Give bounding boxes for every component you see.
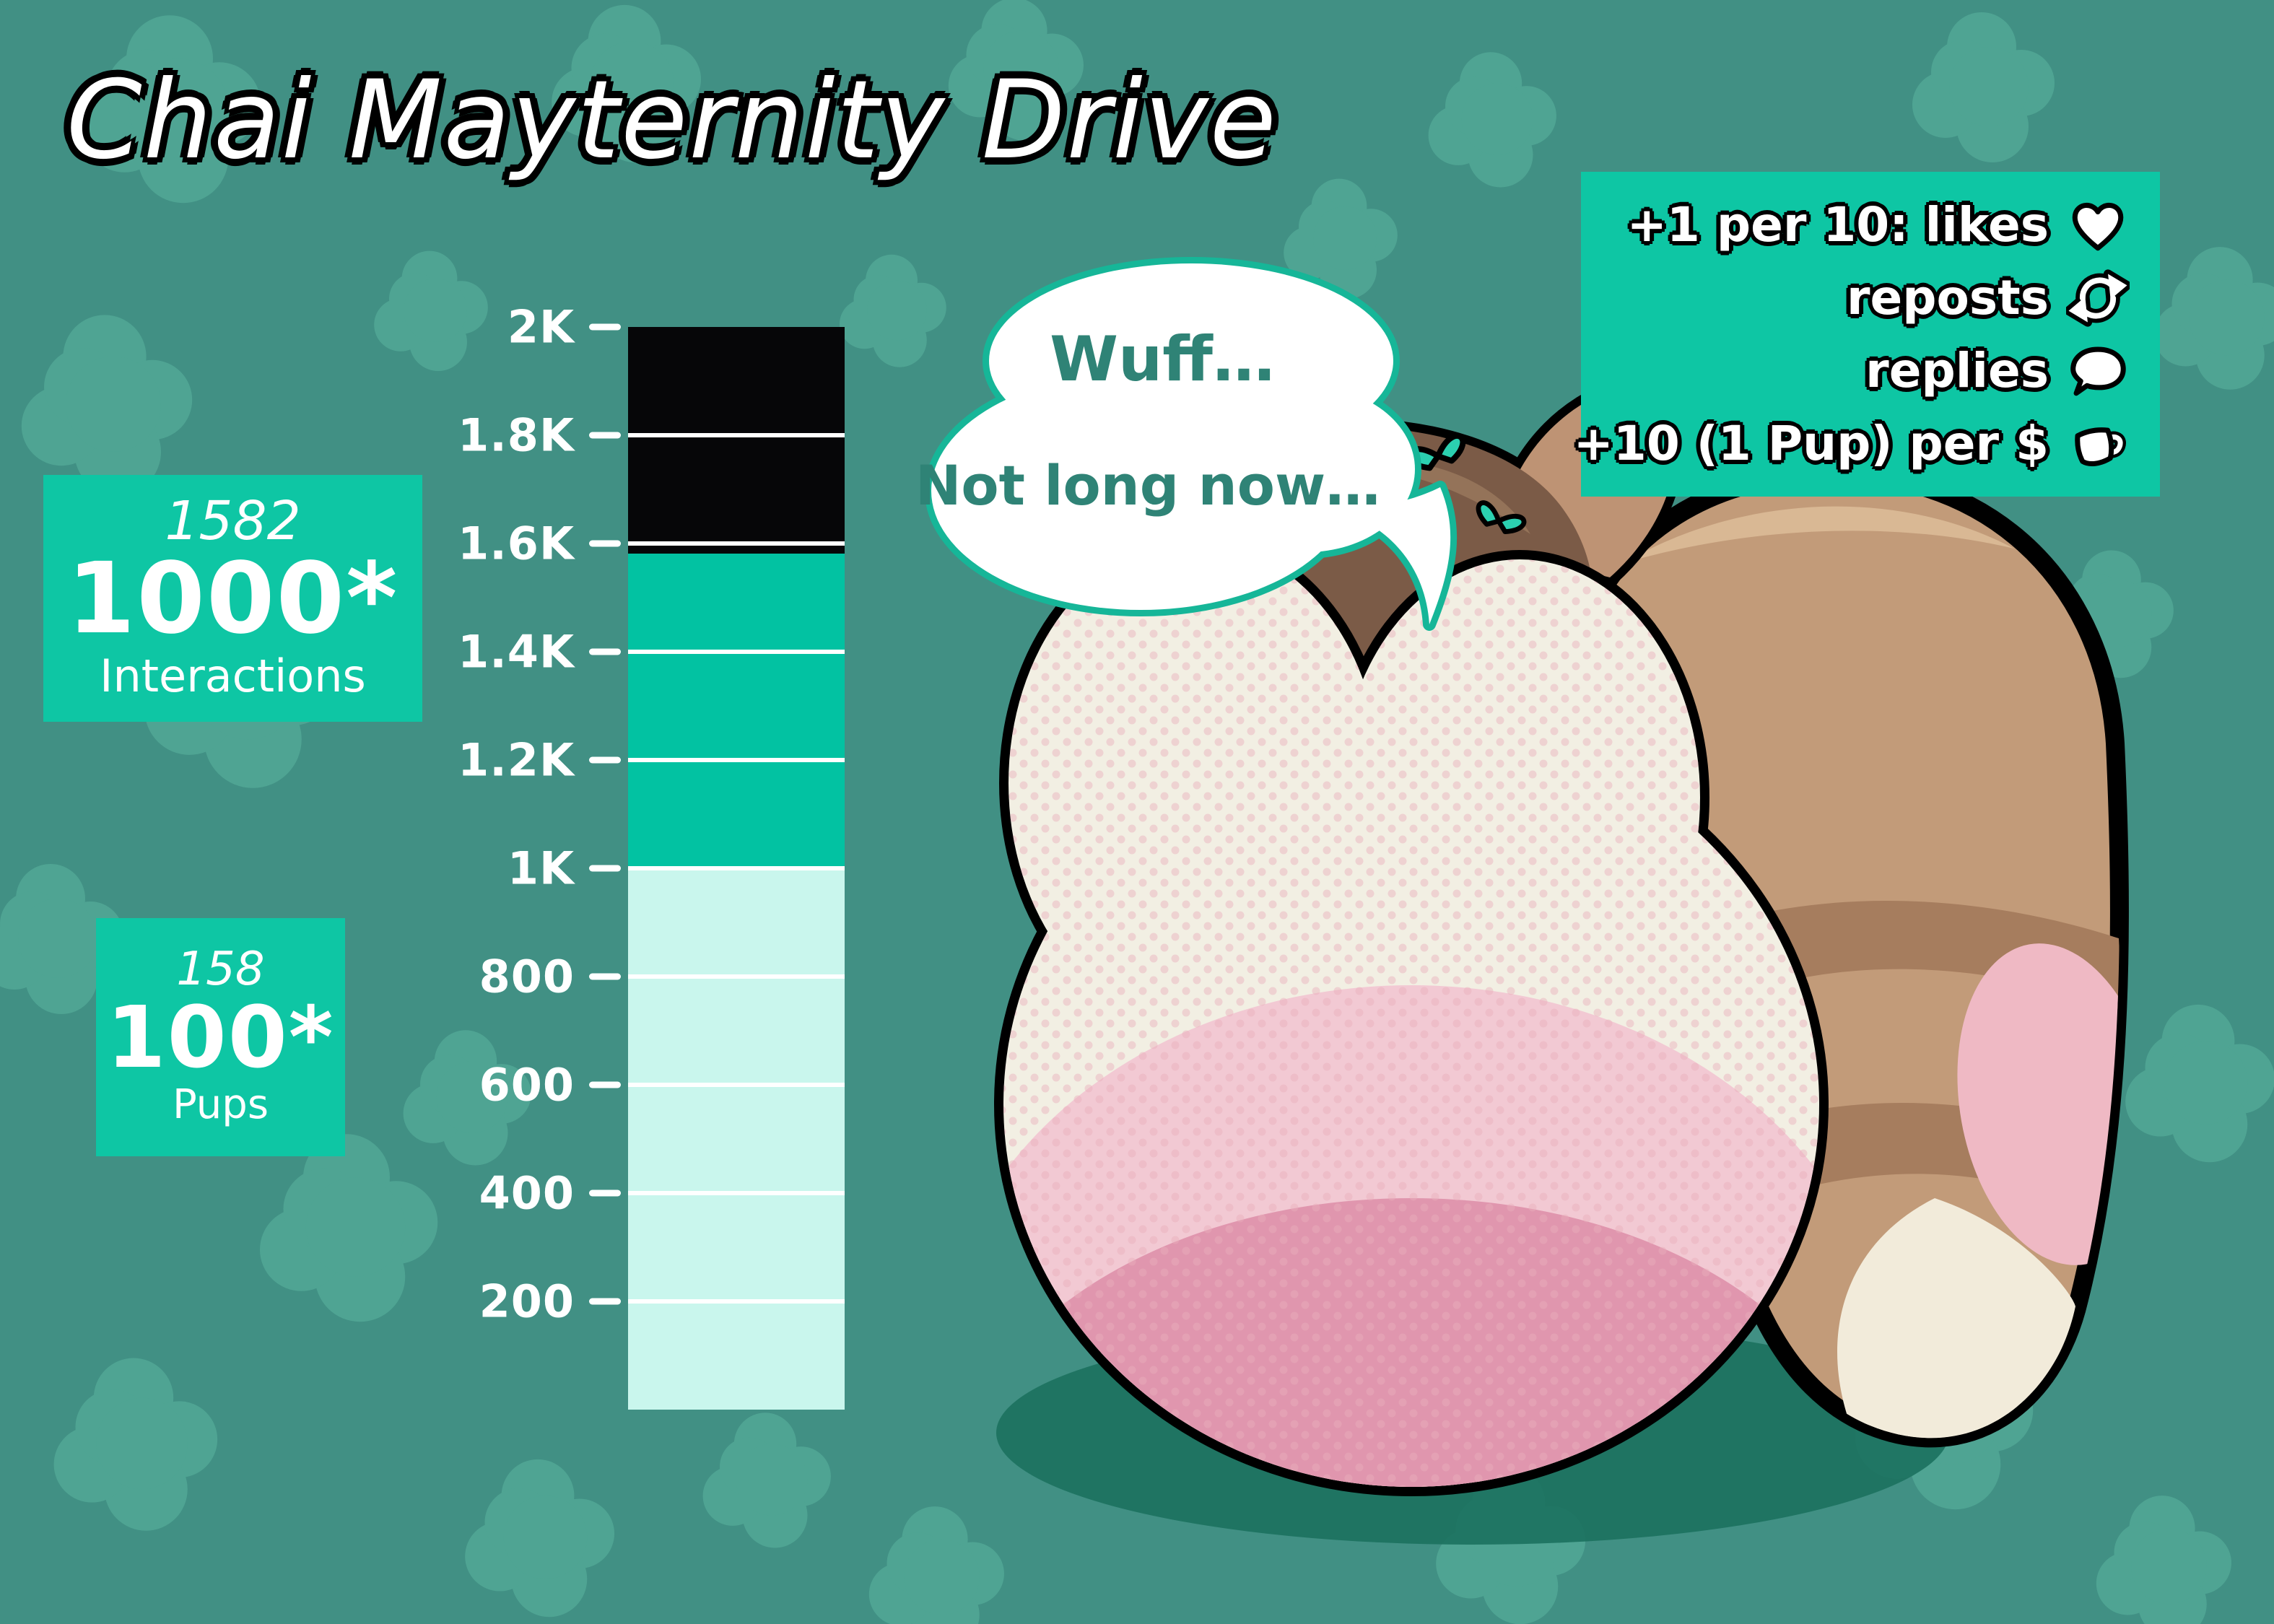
- axis-tick: 2K: [507, 301, 621, 354]
- rules-box: +1 per 10: likes reposts replies +10 (1 …: [1574, 172, 2160, 497]
- stat-current-value: 1582: [165, 489, 301, 552]
- stat-box-interactions: 1582 1000* Interactions: [43, 475, 422, 722]
- axis-tick-dash: [589, 540, 621, 547]
- character-body: [994, 532, 1829, 1496]
- speech-bubble-line2: Not long now…: [915, 453, 1381, 518]
- rule-text: reposts: [1846, 270, 2049, 326]
- heart-icon: [2072, 202, 2124, 250]
- rule-text: replies: [1865, 343, 2049, 398]
- axis-tick-dash: [589, 865, 621, 872]
- axis-tick-dash: [589, 1189, 621, 1197]
- rule-line-reposts: reposts: [1581, 261, 2130, 334]
- axis-tick: 1.8K: [458, 409, 621, 462]
- axis-tick-label: 1.6K: [458, 517, 575, 570]
- axis-tick-label: 1.2K: [458, 733, 575, 787]
- coffee-mug-icon: [2075, 427, 2126, 466]
- page-title: Chai Mayternity Drive: [66, 58, 1278, 183]
- gridline: [628, 1083, 845, 1087]
- axis-tick-label: 200: [479, 1275, 575, 1328]
- axis-tick-label: 1.4K: [458, 625, 575, 678]
- gridline: [628, 433, 845, 437]
- rule-text: +10 (1 Pup) per $: [1573, 416, 2049, 471]
- gridline: [628, 974, 845, 979]
- axis-tick-label: 400: [479, 1166, 575, 1220]
- axis-tick-dash: [589, 1081, 621, 1088]
- axis-tick-dash: [589, 756, 621, 764]
- rule-line-replies: replies: [1581, 334, 2130, 407]
- axis-tick-dash: [589, 648, 621, 655]
- stat-goal-value: 100*: [106, 987, 335, 1087]
- bar-segment: [628, 868, 845, 1410]
- axis-tick-label: 1K: [507, 842, 575, 895]
- gridline: [628, 758, 845, 762]
- stat-box-pups: 158 100* Pups: [96, 918, 345, 1156]
- axis-tick: 1.2K: [458, 734, 621, 787]
- butterfly-accent: [1476, 500, 1527, 534]
- repost-icon: [2066, 269, 2130, 327]
- gridline: [628, 541, 845, 546]
- stat-current-value: 158: [176, 942, 265, 996]
- stat-label: Pups: [173, 1081, 269, 1129]
- axis-tick-dash: [589, 323, 621, 331]
- axis-tick-label: 600: [479, 1058, 575, 1112]
- progress-bar: [628, 327, 845, 1410]
- reply-icon: [2070, 346, 2126, 396]
- axis-tick: 600: [479, 1059, 621, 1112]
- gridline: [628, 650, 845, 654]
- stat-label: Interactions: [100, 650, 366, 702]
- axis-tick: 800: [479, 951, 621, 1003]
- stat-goal-value: 1000*: [66, 542, 399, 657]
- axis-tick: 1.6K: [458, 518, 621, 570]
- bar-segment: [628, 553, 845, 868]
- gridline: [628, 1191, 845, 1195]
- bar-segment: [628, 327, 845, 554]
- axis-tick-label: 2K: [507, 300, 575, 354]
- axis-tick: 400: [479, 1167, 621, 1220]
- rule-text: +1 per 10: likes: [1626, 197, 2049, 253]
- speech-bubble: [925, 257, 1458, 631]
- axis-tick-dash: [589, 432, 621, 439]
- axis-tick-label: 1.8K: [458, 409, 575, 462]
- rule-line-likes: +1 per 10: likes: [1581, 188, 2130, 261]
- chart-axis: 2K 1.8K 1.6K 1.4K 1.2K 1K 800 600 400 200: [303, 301, 621, 1410]
- axis-tick: 1.4K: [458, 626, 621, 678]
- rule-line-donation: +10 (1 Pup) per $: [1574, 407, 2130, 480]
- gridline: [628, 866, 845, 870]
- axis-tick-label: 800: [479, 950, 575, 1003]
- axis-tick-dash: [589, 973, 621, 980]
- speech-bubble-line1: Wuff…: [1050, 323, 1275, 396]
- axis-tick: 200: [479, 1275, 621, 1328]
- axis-tick: 1K: [507, 842, 621, 895]
- axis-tick-dash: [589, 1298, 621, 1305]
- gridline: [628, 1299, 845, 1304]
